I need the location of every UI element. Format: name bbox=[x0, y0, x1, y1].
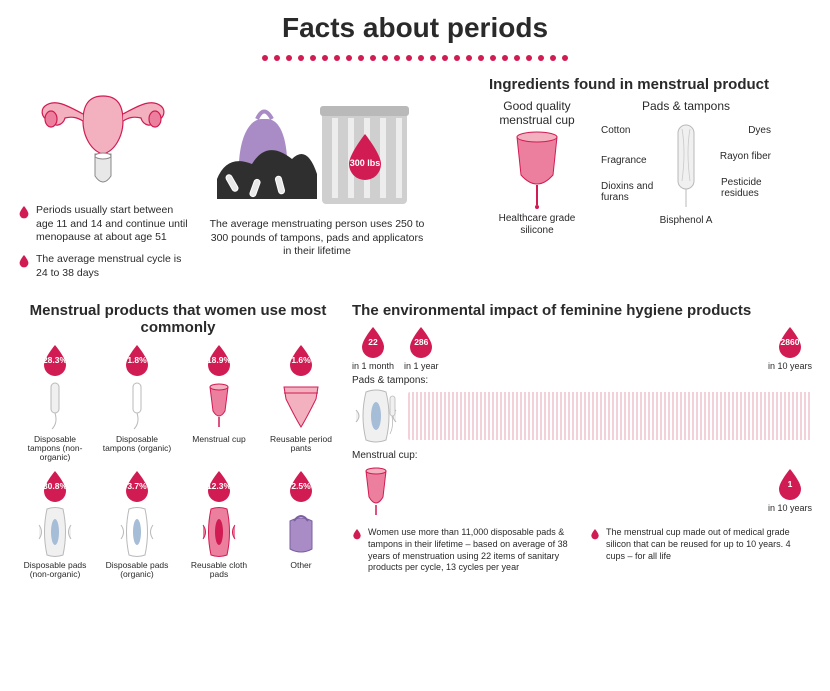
fact-bullet-2: The average menstrual cycle is 24 to 38 … bbox=[18, 253, 188, 280]
product-illustration bbox=[112, 505, 162, 559]
products-title: Menstrual products that women use most c… bbox=[18, 302, 338, 337]
pct-value: 28.3% bbox=[40, 355, 70, 365]
product-label: Disposable tampons (organic) bbox=[100, 435, 174, 454]
pct-drop-icon: 12.3% bbox=[204, 469, 234, 503]
env-row-cup: 1 in 10 years bbox=[352, 463, 812, 519]
pct-value: 18.9% bbox=[204, 355, 234, 365]
pct-value: 30.8% bbox=[40, 481, 70, 491]
waste-text: The average menstruating person uses 250… bbox=[202, 218, 432, 259]
env-stat-caption: in 10 years bbox=[768, 361, 812, 371]
product-cell: 18.9% Menstrual cup bbox=[182, 343, 256, 463]
pct-drop-icon: 1.8% bbox=[122, 343, 152, 377]
ingr-label: Fragrance bbox=[601, 155, 647, 166]
ingr-label: Dioxins and furans bbox=[601, 181, 657, 203]
env-row-pads-label: Pads & tampons: bbox=[352, 375, 812, 386]
env-cup-stat: 1 in 10 years bbox=[768, 467, 812, 513]
product-illustration bbox=[276, 379, 326, 433]
product-cell: 1.8% Disposable tampons (organic) bbox=[100, 343, 174, 463]
product-cell: 1.6% Reusable period pants bbox=[264, 343, 338, 463]
product-label: Disposable pads (non-organic) bbox=[18, 561, 92, 580]
pct-value: 1.6% bbox=[286, 355, 316, 365]
product-illustration bbox=[194, 379, 244, 433]
env-footnote-text: Women use more than 11,000 disposable pa… bbox=[368, 527, 574, 574]
pct-value: 2.5% bbox=[286, 481, 316, 491]
pct-drop-icon: 2.5% bbox=[286, 469, 316, 503]
env-stat: 286 in 1 year bbox=[404, 325, 439, 371]
ingredient-pad-column: Pads & tampons Cotton Fragrance Dioxins … bbox=[601, 99, 771, 237]
pct-value: 12.3% bbox=[204, 481, 234, 491]
tampon-illustration bbox=[668, 121, 704, 211]
product-cell: 30.8% Disposable pads (non-organic) bbox=[18, 469, 92, 580]
product-cell: 2.5% Other bbox=[264, 469, 338, 580]
svg-text:300 lbs: 300 lbs bbox=[350, 158, 381, 168]
product-label: Reusable period pants bbox=[264, 435, 338, 454]
page-title: Facts about periods bbox=[18, 12, 812, 44]
pct-drop-icon: 30.8% bbox=[40, 469, 70, 503]
ingr-label: Bisphenol A bbox=[660, 215, 713, 226]
product-illustration bbox=[30, 379, 80, 433]
env-stat-caption: in 10 years bbox=[768, 503, 812, 513]
trash-illustration: 300 lbs bbox=[207, 84, 427, 214]
pad-subtitle: Pads & tampons bbox=[601, 99, 771, 113]
pct-drop-icon: 1.6% bbox=[286, 343, 316, 377]
ingredient-cup-column: Good quality menstrual cup Healthcare gr… bbox=[487, 99, 587, 237]
ingredients-title: Ingredients found in menstrual product bbox=[446, 76, 812, 93]
product-label: Menstrual cup bbox=[182, 435, 256, 444]
ingr-label: Pesticide residues bbox=[721, 177, 771, 199]
waste-panel: 300 lbs The average menstruating person … bbox=[202, 76, 432, 288]
environment-title: The environmental impact of feminine hyg… bbox=[352, 302, 812, 319]
env-stat-caption: in 1 month bbox=[352, 361, 394, 371]
env-stat: 2860 in 10 years bbox=[768, 325, 812, 371]
env-footnote-2: The menstrual cup made out of medical gr… bbox=[590, 527, 812, 574]
pct-drop-icon: 18.9% bbox=[204, 343, 234, 377]
ingredients-panel: Ingredients found in menstrual product G… bbox=[446, 76, 812, 288]
products-panel: Menstrual products that women use most c… bbox=[18, 302, 338, 582]
product-cell: 28.3% Disposable tampons (non-organic) bbox=[18, 343, 92, 463]
product-cell: 3.7% Disposable pads (organic) bbox=[100, 469, 174, 580]
product-label: Disposable pads (organic) bbox=[100, 561, 174, 580]
fact-text-1: Periods usually start between age 11 and… bbox=[36, 204, 188, 245]
env-bar-pads bbox=[408, 392, 812, 440]
ingr-label: Dyes bbox=[748, 125, 771, 136]
cup-subtitle: Good quality menstrual cup bbox=[487, 99, 587, 127]
environment-panel: The environmental impact of feminine hyg… bbox=[352, 302, 812, 582]
env-footnote-text: The menstrual cup made out of medical gr… bbox=[606, 527, 812, 574]
ingr-label: Rayon fiber bbox=[720, 151, 771, 162]
env-stat-caption: in 1 year bbox=[404, 361, 439, 371]
fact-text-2: The average menstrual cycle is 24 to 38 … bbox=[36, 253, 188, 280]
env-footnote-1: Women use more than 11,000 disposable pa… bbox=[352, 527, 574, 574]
env-stat: 22 in 1 month bbox=[352, 325, 394, 371]
env-row-pads bbox=[352, 388, 812, 444]
pct-drop-icon: 28.3% bbox=[40, 343, 70, 377]
product-cell: 12.3% Reusable cloth pads bbox=[182, 469, 256, 580]
ingr-label: Cotton bbox=[601, 125, 630, 136]
uterus-illustration bbox=[33, 76, 173, 196]
product-label: Disposable tampons (non-organic) bbox=[18, 435, 92, 463]
product-illustration bbox=[194, 505, 244, 559]
pct-value: 1.8% bbox=[122, 355, 152, 365]
product-illustration bbox=[276, 505, 326, 559]
fact-bullet-1: Periods usually start between age 11 and… bbox=[18, 204, 188, 245]
cup-illustration bbox=[509, 131, 565, 211]
cup-icon bbox=[352, 463, 400, 519]
product-illustration bbox=[30, 505, 80, 559]
divider-dots bbox=[18, 48, 812, 66]
facts-panel: Periods usually start between age 11 and… bbox=[18, 76, 188, 288]
product-illustration bbox=[112, 379, 162, 433]
product-label: Other bbox=[264, 561, 338, 570]
product-label: Reusable cloth pads bbox=[182, 561, 256, 580]
env-row-cup-label: Menstrual cup: bbox=[352, 450, 812, 461]
pad-icon bbox=[352, 388, 400, 444]
cup-caption: Healthcare grade silicone bbox=[487, 213, 587, 237]
pct-drop-icon: 3.7% bbox=[122, 469, 152, 503]
pct-value: 3.7% bbox=[122, 481, 152, 491]
